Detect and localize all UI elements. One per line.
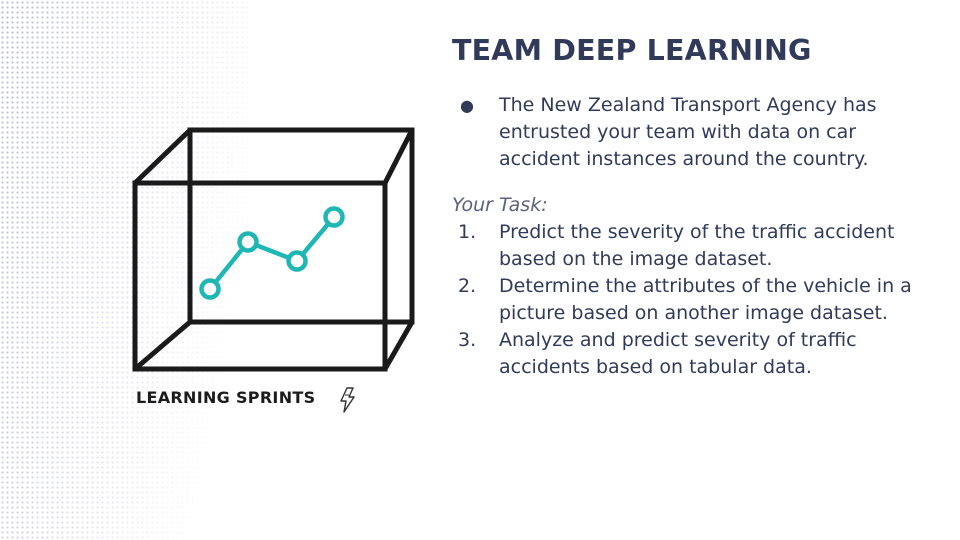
line-chart-icon	[199, 206, 345, 300]
task-number: 1.	[458, 221, 477, 243]
slide-content: ● The New Zealand Transport Agency has e…	[452, 92, 932, 381]
task-text: Determine the attributes of the vehicle …	[499, 275, 912, 324]
task-text: Analyze and predict severity of traffic …	[499, 329, 857, 378]
task-number: 3.	[458, 329, 477, 351]
slide-title: TEAM DEEP LEARNING	[452, 34, 812, 67]
task-item: 2. Determine the attributes of the vehic…	[452, 273, 932, 327]
task-item: 1. Predict the severity of the traffic a…	[452, 219, 932, 273]
dot-pattern-background	[0, 0, 250, 540]
task-item: 3. Analyze and predict severity of traff…	[452, 327, 932, 381]
task-heading: Your Task:	[452, 194, 548, 216]
task-number: 2.	[458, 275, 477, 297]
cube-icon	[132, 127, 415, 372]
task-list: 1. Predict the severity of the traffic a…	[452, 219, 932, 381]
bullet-dot-icon: ●	[460, 96, 474, 115]
task-text: Predict the severity of the traffic acci…	[499, 221, 895, 270]
logo-text: LEARNING SPRINTS	[136, 388, 316, 407]
lightning-bolt-icon	[340, 387, 355, 413]
bullet-item: ● The New Zealand Transport Agency has e…	[452, 92, 932, 173]
bullet-text: The New Zealand Transport Agency has ent…	[499, 94, 877, 170]
